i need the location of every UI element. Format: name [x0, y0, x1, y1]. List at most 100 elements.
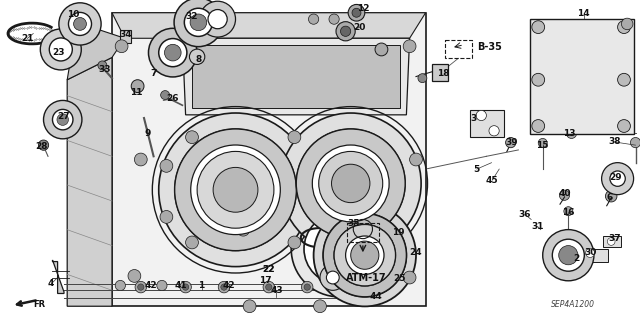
Circle shape [334, 225, 396, 286]
Text: 23: 23 [52, 48, 65, 57]
Circle shape [208, 10, 227, 29]
Text: 28: 28 [35, 142, 48, 151]
Text: 29: 29 [609, 173, 622, 182]
Circle shape [115, 40, 128, 53]
Text: 15: 15 [536, 141, 549, 150]
Circle shape [332, 164, 370, 203]
Text: 22: 22 [262, 265, 275, 274]
Circle shape [263, 281, 275, 293]
Circle shape [320, 265, 346, 290]
Text: 24: 24 [410, 249, 422, 257]
Circle shape [314, 204, 416, 307]
Circle shape [131, 80, 144, 93]
Text: 38: 38 [608, 137, 621, 146]
Circle shape [243, 300, 256, 313]
Text: 33: 33 [98, 65, 111, 74]
Text: 44: 44 [370, 292, 383, 301]
FancyBboxPatch shape [603, 236, 621, 247]
Circle shape [280, 113, 421, 254]
Circle shape [618, 73, 630, 86]
Text: 31: 31 [531, 222, 544, 231]
Text: 19: 19 [392, 228, 404, 237]
Circle shape [618, 120, 630, 132]
Circle shape [296, 129, 405, 238]
Circle shape [353, 281, 364, 293]
Circle shape [403, 40, 416, 53]
Circle shape [221, 284, 227, 290]
Circle shape [160, 211, 173, 223]
Text: 8: 8 [195, 55, 202, 63]
Text: 22: 22 [262, 265, 275, 274]
Circle shape [304, 284, 310, 290]
Circle shape [175, 129, 296, 251]
Circle shape [334, 225, 396, 286]
Text: 5: 5 [474, 165, 480, 174]
Circle shape [543, 230, 594, 281]
Polygon shape [52, 260, 64, 293]
Circle shape [160, 160, 173, 172]
Circle shape [288, 236, 301, 249]
Circle shape [57, 114, 68, 125]
Circle shape [52, 109, 73, 130]
Circle shape [49, 38, 72, 61]
Circle shape [618, 21, 630, 33]
Circle shape [135, 281, 147, 293]
Circle shape [410, 153, 422, 166]
Circle shape [532, 73, 545, 86]
Circle shape [189, 49, 205, 64]
Circle shape [323, 214, 406, 297]
Circle shape [559, 190, 570, 200]
Polygon shape [530, 19, 634, 134]
Circle shape [326, 271, 339, 284]
Text: 41: 41 [175, 281, 188, 290]
Polygon shape [470, 110, 504, 137]
Circle shape [602, 163, 634, 195]
Circle shape [348, 268, 363, 284]
Polygon shape [67, 22, 125, 80]
Text: 16: 16 [562, 208, 575, 217]
Circle shape [346, 236, 384, 274]
Circle shape [355, 284, 362, 290]
FancyBboxPatch shape [586, 249, 608, 262]
Circle shape [323, 214, 406, 297]
Circle shape [200, 1, 236, 37]
Circle shape [237, 223, 250, 236]
Circle shape [197, 152, 274, 228]
Circle shape [630, 137, 640, 148]
Text: 30: 30 [584, 248, 596, 256]
Text: ATM-17: ATM-17 [346, 272, 387, 283]
Circle shape [586, 249, 595, 257]
Text: 17: 17 [259, 276, 272, 285]
Text: 36: 36 [518, 210, 531, 219]
Circle shape [164, 44, 181, 61]
Text: B-35: B-35 [477, 42, 502, 52]
Circle shape [605, 190, 617, 202]
Circle shape [213, 167, 258, 212]
Text: 12: 12 [356, 4, 369, 13]
Circle shape [161, 91, 170, 100]
Circle shape [182, 284, 189, 290]
Circle shape [352, 8, 361, 17]
Text: 27: 27 [58, 112, 70, 121]
Bar [347, 223, 379, 242]
Circle shape [308, 14, 319, 24]
Circle shape [607, 238, 615, 245]
Circle shape [375, 43, 388, 56]
Circle shape [288, 131, 301, 144]
Circle shape [218, 281, 230, 293]
Text: 26: 26 [166, 94, 179, 103]
Circle shape [44, 100, 82, 139]
Text: 14: 14 [577, 9, 590, 18]
Circle shape [552, 239, 584, 271]
Circle shape [559, 246, 578, 265]
Text: 20: 20 [353, 23, 366, 32]
Circle shape [304, 214, 374, 284]
Circle shape [180, 281, 191, 293]
Circle shape [489, 126, 499, 136]
Circle shape [532, 21, 545, 33]
Polygon shape [112, 13, 426, 306]
Circle shape [40, 29, 81, 70]
Circle shape [333, 198, 346, 211]
Polygon shape [67, 57, 112, 306]
Circle shape [336, 22, 355, 41]
